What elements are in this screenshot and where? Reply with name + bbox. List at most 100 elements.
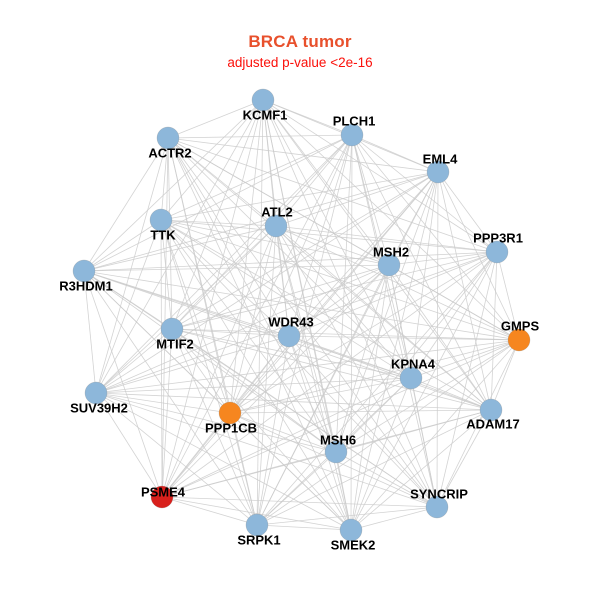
network-node-ppp1cb [218,401,242,425]
network-edge [351,134,390,266]
network-edge [256,251,498,526]
network-edge [171,328,337,453]
network-edge [160,219,173,330]
network-edge [83,270,258,526]
network-edge [167,137,498,253]
network-edge [335,451,438,508]
network-edge [288,335,520,341]
network-edge [351,134,412,379]
network-edge [171,328,412,379]
network-edge [229,409,492,414]
network-edge [95,339,520,394]
network-edge [171,328,352,531]
network-edge [83,251,498,272]
network-edge [83,134,353,272]
network-edge [262,99,492,411]
network-edge [171,328,258,526]
network-edge [350,171,439,531]
network-edge [160,219,492,411]
network-edge [160,219,390,266]
network-edge [95,328,173,394]
network-edge [350,377,412,531]
network-node-kcmf1 [251,88,275,112]
network-edge [167,137,439,173]
node-label-r3hdm1: R3HDM1 [59,279,112,294]
network-edge [437,171,492,411]
network-edge [161,339,520,498]
network-edge [229,264,390,414]
network-edge [171,134,353,330]
network-edge [410,377,492,411]
node-label-gmps: GMPS [501,319,540,334]
network-edge [171,264,390,330]
network-edge [167,137,438,508]
node-label-atl2: ATL2 [261,205,293,220]
network-edge [350,339,520,531]
network-edge [83,264,390,272]
network-edge [256,506,438,526]
network-edge [161,328,173,498]
network-edge [496,251,520,341]
network-node-gmps [507,328,531,352]
network-edge [275,225,412,379]
network-edge [262,99,412,379]
network-edge [171,328,290,337]
network-edge [95,377,412,394]
node-label-actr2: ACTR2 [148,146,191,161]
network-edge [351,134,492,411]
network-edge [262,99,520,341]
network-edge [95,392,492,411]
node-label-adam17: ADAM17 [466,417,519,432]
network-node-syncrip [425,495,449,519]
network-edge [95,392,258,526]
node-label-kpna4: KPNA4 [391,357,436,372]
node-label-syncrip: SYNCRIP [410,487,468,502]
network-edge [95,99,264,394]
network-edge [160,219,258,526]
network-edge [160,219,290,337]
network-edge [161,137,169,498]
network-edge [171,328,520,341]
network-edge [83,99,264,272]
network-edge [95,392,438,508]
network-edge [256,99,264,526]
network-edge [351,134,520,341]
network-edge [335,339,520,453]
network-edge [160,134,353,221]
network-edge [335,134,353,453]
network-edge [160,219,412,379]
network-edge [171,328,231,414]
network-edge [256,524,352,531]
network-edge [275,134,353,227]
network-edge [161,134,353,498]
network-node-wdr43 [277,324,301,348]
node-label-ppp1cb: PPP1CB [205,421,257,436]
network-edge [335,451,352,531]
network-edge [167,137,492,411]
network-edge [160,219,352,531]
network-edge [83,219,162,272]
network-edge [161,412,231,498]
network-edge [83,270,520,341]
node-label-ppp3r1: PPP3R1 [473,231,523,246]
network-node-smek2 [339,518,363,542]
network-edge [160,99,264,221]
network-edge [95,219,162,394]
network-edge [436,339,520,508]
network-edge [288,171,439,337]
network-edge [410,251,498,379]
network-edge [288,335,492,411]
network-node-msh6 [324,440,348,464]
network-node-adam17 [479,398,503,422]
network-edge [95,171,439,394]
network-edge [95,392,163,498]
network-edge [229,412,352,531]
network-node-actr2 [156,126,180,150]
network-edge [229,99,264,414]
network-edge [436,251,498,508]
network-edge [262,99,390,266]
network-edge [160,219,337,453]
network-edge [171,328,492,411]
network-edge [335,251,498,453]
network-edge [83,270,163,498]
